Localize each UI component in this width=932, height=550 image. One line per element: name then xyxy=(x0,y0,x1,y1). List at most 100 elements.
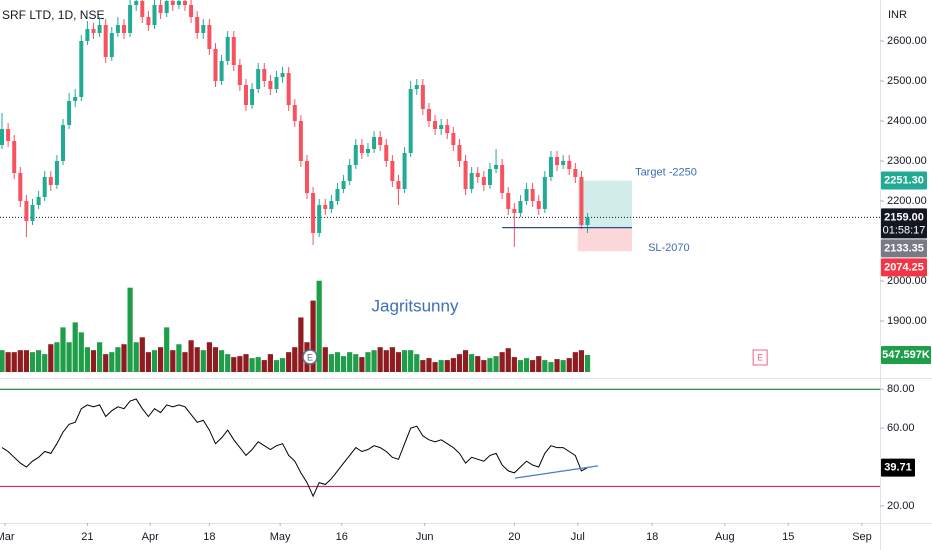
candle-body xyxy=(372,137,377,149)
rsi-tick-label: 20.00 xyxy=(887,500,915,512)
volume-bar xyxy=(316,280,322,372)
y-tick-label: 2000.00 xyxy=(887,275,927,287)
candle-body xyxy=(243,85,248,105)
rsi-trendline xyxy=(514,465,598,479)
candle-body xyxy=(115,25,120,33)
candle-body xyxy=(396,181,401,189)
candle-body xyxy=(518,201,523,213)
candle-body xyxy=(176,1,181,5)
volume-bar xyxy=(505,348,511,372)
x-tick-label: 21 xyxy=(81,531,93,543)
volume-bar xyxy=(17,350,23,372)
candle-body xyxy=(79,41,84,97)
candle-body xyxy=(323,205,328,209)
candle-body xyxy=(298,121,303,161)
candle-body xyxy=(164,1,169,13)
volume-bar xyxy=(139,337,145,372)
volume-bar xyxy=(206,342,212,372)
volume-bar xyxy=(347,352,353,372)
volume-bar xyxy=(469,354,475,372)
candle-body xyxy=(347,165,352,181)
volume-bar xyxy=(23,350,30,372)
countdown-label: 01:58:17 xyxy=(883,224,926,236)
rsi-label: 39.71 xyxy=(884,461,912,473)
candle-body xyxy=(73,97,78,101)
candle-body xyxy=(433,121,438,129)
candle-body xyxy=(286,73,291,105)
candle-body xyxy=(420,85,425,109)
volume-label: 547.597K xyxy=(882,349,930,361)
candle-body xyxy=(469,173,474,189)
volume-bar xyxy=(133,342,139,372)
earnings-label: E xyxy=(757,352,763,362)
volume-bar xyxy=(554,359,560,372)
candle-body xyxy=(481,177,486,185)
price-label: 2074.25 xyxy=(884,261,924,273)
candle-body xyxy=(353,145,358,165)
volume-bar xyxy=(426,358,432,372)
y-tick-label: 2400.00 xyxy=(887,115,927,127)
volume-bar xyxy=(243,354,249,372)
volume-bar xyxy=(249,358,255,372)
volume-bar xyxy=(481,360,487,372)
candle-body xyxy=(304,161,309,193)
volume-bar xyxy=(408,350,414,372)
volume-bar xyxy=(499,352,505,372)
candle-body xyxy=(567,161,572,169)
rsi-label-box xyxy=(881,458,915,477)
volume-bar xyxy=(103,354,109,372)
volume-bar xyxy=(157,347,164,372)
stop-label: SL-2070 xyxy=(648,242,690,254)
volume-bar xyxy=(462,350,469,372)
candle-body xyxy=(97,25,102,33)
x-tick-label: 18 xyxy=(646,531,658,543)
volume-bar xyxy=(72,322,78,372)
volume-bar xyxy=(5,352,11,372)
candle-body xyxy=(24,201,29,221)
candle-body xyxy=(231,37,236,65)
volume-bar xyxy=(261,360,267,372)
candle-body xyxy=(384,145,389,161)
volume-bar xyxy=(584,355,591,372)
candle-body xyxy=(359,145,364,153)
candle-body xyxy=(390,161,395,181)
volume-bar xyxy=(456,354,463,372)
volume-bar xyxy=(572,352,578,372)
volume-bar xyxy=(286,352,292,372)
volume-bar xyxy=(29,352,36,372)
candle-body xyxy=(365,149,370,153)
candle-body xyxy=(121,25,126,33)
candle-body xyxy=(201,25,206,33)
x-tick-label: Aug xyxy=(715,531,735,543)
earnings-marker xyxy=(752,349,768,366)
volume-bar xyxy=(310,300,316,372)
watermark: Jagritsunny xyxy=(372,296,459,315)
candle-body xyxy=(451,133,456,145)
volume-bar xyxy=(78,332,84,372)
price-label-box xyxy=(881,208,927,239)
volume-bar xyxy=(42,354,48,372)
candle-body xyxy=(18,173,23,201)
candle-body xyxy=(561,161,566,165)
candle-body xyxy=(548,157,553,177)
volume-bar xyxy=(578,350,585,372)
candle-body xyxy=(335,189,340,201)
volume-bar xyxy=(115,347,121,372)
volume-label-box xyxy=(881,346,931,365)
price-label-box xyxy=(881,171,927,190)
candle-body xyxy=(146,17,151,25)
candle-body xyxy=(225,37,230,61)
earnings-marker xyxy=(302,349,318,365)
volume-bar xyxy=(164,327,170,372)
candle-body xyxy=(579,177,584,225)
candle-body xyxy=(262,69,267,81)
candle-body xyxy=(140,1,145,17)
candle-body xyxy=(134,1,139,5)
volume-bar xyxy=(401,350,408,372)
candle-body xyxy=(128,5,133,33)
candle-body xyxy=(494,165,499,169)
volume-bar xyxy=(267,354,273,372)
volume-bar xyxy=(517,360,524,372)
volume-bar xyxy=(438,360,444,372)
